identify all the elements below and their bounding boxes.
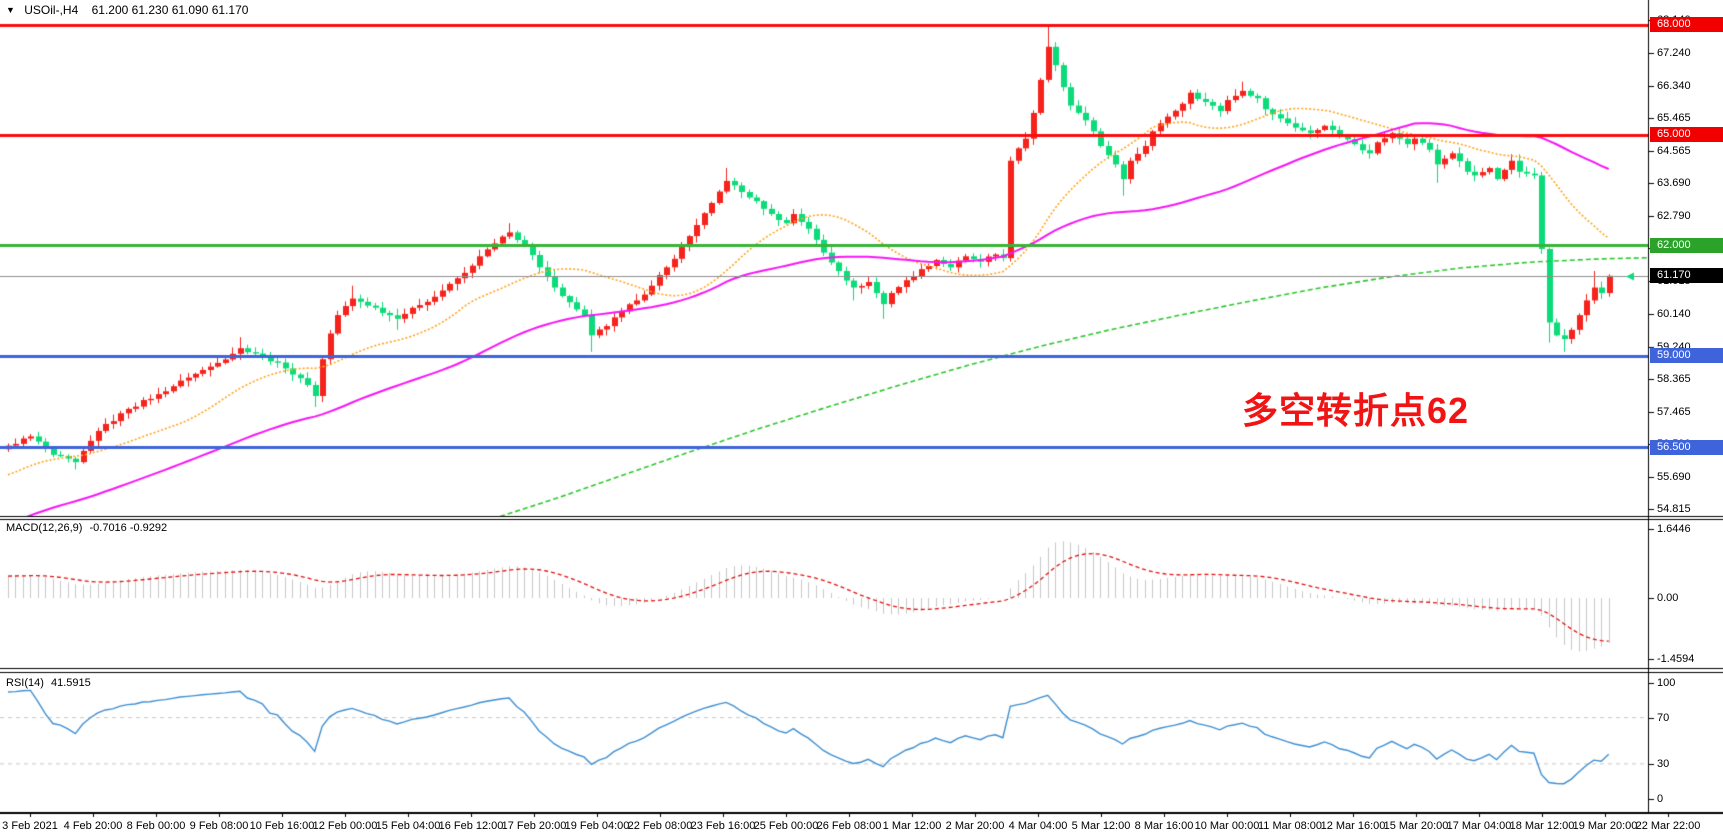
price-level-badge: 68.000 xyxy=(1650,17,1723,33)
rsi-tick-label: 100 xyxy=(1657,677,1676,689)
date-tick-label: 9 Feb 08:00 xyxy=(189,820,249,832)
price-tick-label: 55.690 xyxy=(1657,471,1691,484)
rsi-name-label: RSI(14) xyxy=(6,677,44,689)
price-tick-label: 58.365 xyxy=(1657,372,1691,385)
date-tick-label: 19 Mar 20:00 xyxy=(1572,820,1638,832)
date-tick-label: 8 Mar 16:00 xyxy=(1134,820,1194,832)
chart-text-annotation[interactable]: 多空转折点62 xyxy=(1242,390,1470,431)
rsi-tick-label: 30 xyxy=(1657,757,1670,770)
price-level-badge: 59.000 xyxy=(1650,348,1723,364)
date-tick-label: 12 Mar 16:00 xyxy=(1320,820,1386,832)
date-tick-label: 3 Feb 2021 xyxy=(2,820,58,832)
symbol-timeframe-label: USOil-,H4 xyxy=(24,3,79,17)
rsi-indicator-label: RSI(14) 41.5915 xyxy=(6,677,95,689)
price-tick-label: 60.140 xyxy=(1657,307,1691,320)
price-level-badge: 62.000 xyxy=(1650,237,1723,253)
macd-indicator-label: MACD(12,26,9) -0.7016 -0.9292 xyxy=(6,522,171,534)
date-tick-label: 10 Mar 00:00 xyxy=(1194,820,1260,832)
rsi-pane[interactable] xyxy=(0,672,1648,812)
rsi-value-label: 41.5915 xyxy=(50,677,91,689)
symbol-title-bar: ▼ USOil-,H4 61.200 61.230 61.090 61.170 xyxy=(6,3,248,17)
symbol-dropdown-icon[interactable]: ▼ xyxy=(6,5,15,15)
date-tick-label: 19 Feb 04:00 xyxy=(564,820,630,832)
date-tick-label: 17 Feb 20:00 xyxy=(501,820,567,832)
price-tick-label: 54.815 xyxy=(1657,503,1691,516)
date-tick-label: 15 Mar 20:00 xyxy=(1383,820,1449,832)
rsi-tick-label: 0 xyxy=(1657,792,1664,805)
date-tick-label: 12 Feb 00:00 xyxy=(312,820,378,832)
date-tick-label: 10 Feb 16:00 xyxy=(249,820,315,832)
date-tick-label: 22 Mar 22:00 xyxy=(1635,820,1701,832)
date-tick-label: 11 Mar 08:00 xyxy=(1257,820,1322,832)
price-tick-label: 57.465 xyxy=(1657,405,1691,418)
macd-name-label: MACD(12,26,9) xyxy=(6,522,83,534)
price-level-badge: 56.500 xyxy=(1650,439,1723,455)
price-tick-label: 67.240 xyxy=(1657,46,1691,59)
date-tick-label: 18 Mar 12:00 xyxy=(1509,820,1575,832)
date-tick-label: 22 Feb 08:00 xyxy=(627,820,693,832)
date-tick-label: 15 Feb 04:00 xyxy=(375,820,441,832)
date-tick-label: 17 Mar 04:00 xyxy=(1446,820,1512,832)
date-tick-label: 2 Mar 20:00 xyxy=(945,820,1005,832)
date-tick-label: 25 Feb 00:00 xyxy=(753,820,819,832)
price-tick-label: 62.790 xyxy=(1657,210,1691,223)
date-tick-label: 1 Mar 12:00 xyxy=(882,820,942,832)
date-tick-label: 5 Mar 12:00 xyxy=(1071,820,1131,832)
price-level-badge: 65.000 xyxy=(1650,127,1723,143)
price-level-badge: 61.170 xyxy=(1650,268,1723,284)
rsi-tick-label: 70 xyxy=(1657,711,1670,724)
macd-values-label: -0.7016 -0.9292 xyxy=(89,522,168,534)
price-tick-label: 63.690 xyxy=(1657,177,1691,190)
macd-tick-label: 0.00 xyxy=(1657,592,1679,604)
date-tick-label: 23 Feb 16:00 xyxy=(690,820,756,832)
main-price-pane[interactable] xyxy=(0,0,1648,516)
macd-tick-label: -1.4594 xyxy=(1657,653,1695,666)
price-tick-label: 65.465 xyxy=(1657,111,1691,124)
ohlc-quote-label: 61.200 61.230 61.090 61.170 xyxy=(91,3,249,17)
macd-pane[interactable] xyxy=(0,519,1648,668)
date-tick-label: 4 Mar 04:00 xyxy=(1008,820,1068,832)
date-tick-label: 16 Feb 12:00 xyxy=(438,820,504,832)
date-tick-label: 26 Feb 08:00 xyxy=(816,820,882,832)
date-tick-label: 8 Feb 00:00 xyxy=(126,820,186,832)
macd-tick-label: 1.6446 xyxy=(1657,522,1691,535)
date-tick-label: 4 Feb 20:00 xyxy=(63,820,123,832)
price-tick-label: 64.565 xyxy=(1657,144,1691,157)
price-tick-label: 66.340 xyxy=(1657,79,1691,92)
